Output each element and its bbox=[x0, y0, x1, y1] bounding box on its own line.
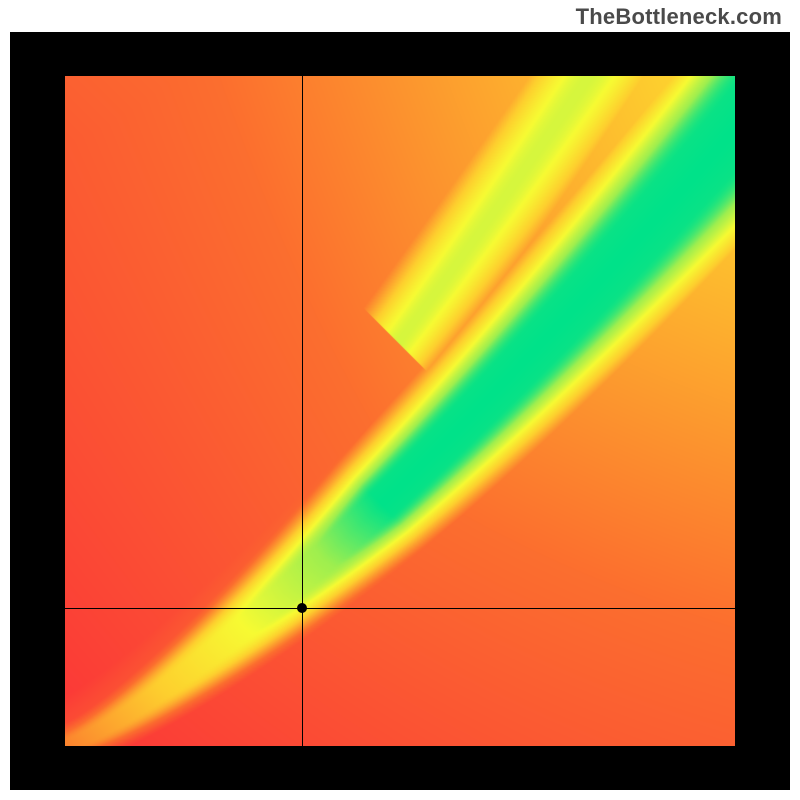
marker-dot bbox=[297, 603, 307, 613]
crosshair-vertical bbox=[302, 76, 303, 746]
heatmap-canvas bbox=[65, 76, 735, 746]
plot-outer-frame bbox=[10, 32, 790, 790]
crosshair-horizontal bbox=[65, 608, 735, 609]
plot-area bbox=[65, 76, 735, 746]
watermark-text: TheBottleneck.com bbox=[576, 4, 782, 30]
